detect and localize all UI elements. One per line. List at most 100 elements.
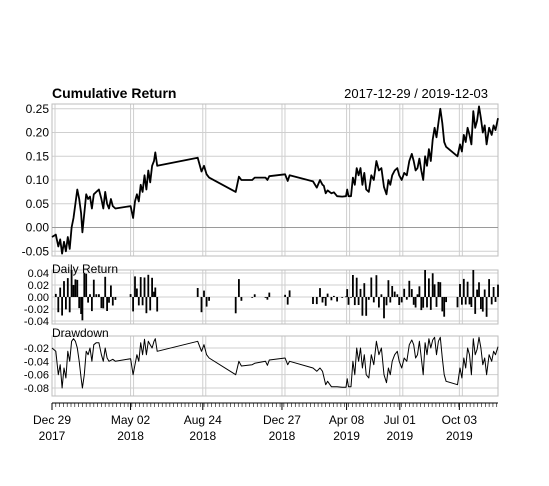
- daily-return-bar: [153, 291, 155, 297]
- daily-return-bar: [346, 289, 349, 297]
- daily-return-bar: [472, 270, 475, 297]
- drawdown-label: Drawdown: [52, 326, 109, 340]
- daily-return-bar: [385, 297, 388, 306]
- daily-return-bar: [490, 297, 493, 305]
- daily-return-bar: [200, 297, 203, 313]
- x-tick-label: Jul 01: [384, 413, 416, 427]
- y-tick-label: -0.04: [24, 316, 49, 328]
- daily-return-bar: [456, 297, 459, 308]
- y-tick-label: -0.08: [24, 383, 49, 395]
- daily-return-bar: [464, 297, 467, 305]
- daily-return-bar: [418, 286, 421, 297]
- daily-return-bar: [367, 297, 370, 300]
- x-tick-year-label: 2018: [117, 429, 144, 443]
- daily-return-bar: [141, 297, 144, 306]
- cumulative-return-gridlines: [51, 104, 498, 256]
- daily-return-bar: [321, 297, 324, 303]
- daily-return-bar: [68, 297, 71, 313]
- daily-return-bar: [355, 277, 358, 297]
- daily-return-bar: [345, 296, 347, 298]
- cumulative-return-line: [51, 105, 499, 255]
- y-tick-label: -0.02: [24, 343, 49, 355]
- daily-return-bar: [143, 277, 146, 297]
- daily-return-bar: [205, 297, 208, 307]
- daily-return-bar: [431, 273, 434, 297]
- daily-return-bar: [108, 297, 110, 303]
- daily-return-bar: [398, 297, 401, 305]
- daily-return-bar: [238, 279, 240, 297]
- daily-return-bar: [76, 279, 79, 297]
- daily-return-bar: [468, 297, 471, 305]
- daily-return-bar: [408, 280, 411, 297]
- y-tick-label: -0.06: [24, 370, 49, 382]
- daily-return-bar: [437, 281, 440, 297]
- daily-return-bar: [466, 281, 469, 297]
- daily-return-bar: [114, 297, 117, 300]
- daily-return-bar: [253, 294, 256, 297]
- daily-return-bar: [319, 288, 321, 297]
- daily-return-bar: [403, 288, 406, 297]
- daily-return-bar: [91, 297, 93, 312]
- drawdown-line: [51, 336, 499, 389]
- drawdown-frame: [51, 335, 499, 397]
- daily-return-bar: [264, 297, 267, 298]
- daily-return-bar: [111, 297, 114, 306]
- daily-return-bar: [461, 297, 463, 305]
- daily-return-bar: [414, 297, 417, 308]
- daily-return-bar: [492, 287, 495, 297]
- daily-return-bar: [429, 297, 432, 310]
- y-tick-label: 0.04: [28, 268, 49, 280]
- daily-return-bar: [95, 294, 98, 297]
- x-tick-label: Apr 08: [329, 413, 365, 427]
- daily-return-bar: [268, 292, 271, 297]
- daily-return-bar: [92, 279, 95, 297]
- daily-return-bar: [284, 294, 286, 297]
- daily-return-bar: [391, 286, 394, 297]
- daily-return-bar: [412, 297, 415, 305]
- daily-return-bar: [494, 297, 497, 302]
- daily-return-bar: [81, 297, 84, 321]
- daily-return-bar: [426, 297, 428, 308]
- x-tick-year-label: 2018: [269, 429, 296, 443]
- y-tick-label: -0.04: [24, 356, 49, 368]
- y-tick-label: -0.02: [24, 304, 49, 316]
- daily-return-label: Daily Return: [52, 262, 118, 276]
- daily-return-bar: [208, 297, 210, 301]
- daily-return-bar: [100, 297, 103, 309]
- daily-return-bar: [134, 276, 136, 297]
- y-tick-label: 0.15: [26, 149, 50, 163]
- x-tick-year-label: 2018: [189, 429, 216, 443]
- daily-return-bar: [341, 297, 344, 298]
- daily-return-bar: [234, 297, 237, 314]
- daily-return-bar: [251, 297, 254, 298]
- daily-return-bar: [57, 297, 60, 313]
- daily-return-bar: [480, 297, 482, 309]
- daily-return-bar: [424, 270, 426, 297]
- y-tick-label: 0.00: [28, 292, 49, 304]
- cumulative-return-y-axis: 0.25 0.20 0.15 0.10 0.05 0.00 -0.05: [22, 102, 50, 259]
- daily-return-bar: [416, 294, 419, 297]
- date-range-label: 2017-12-29 / 2019-12-03: [344, 86, 488, 101]
- daily-return-bar: [147, 274, 150, 297]
- daily-return-bar: [286, 297, 289, 305]
- daily-return-bar: [83, 272, 86, 297]
- y-tick-label: 0.00: [26, 221, 50, 235]
- daily-return-bar: [350, 297, 352, 298]
- daily-return-bar: [156, 297, 159, 312]
- daily-return-bar: [383, 297, 385, 319]
- daily-return-bar: [87, 297, 89, 303]
- daily-return-bar: [145, 297, 148, 314]
- daily-return-bar: [66, 278, 69, 297]
- daily-return-bar: [98, 294, 100, 297]
- daily-return-bar: [370, 277, 373, 297]
- daily-return-bar: [65, 297, 67, 310]
- y-tick-label: 0.20: [26, 126, 50, 140]
- daily-return-bar: [481, 297, 484, 312]
- daily-return-bar: [347, 297, 350, 305]
- daily-return-bar: [352, 275, 354, 297]
- y-tick-label: 0.10: [26, 173, 50, 187]
- x-tick-label: Aug 24: [184, 413, 222, 427]
- daily-return-bar: [136, 288, 138, 297]
- daily-return-bar: [393, 291, 396, 297]
